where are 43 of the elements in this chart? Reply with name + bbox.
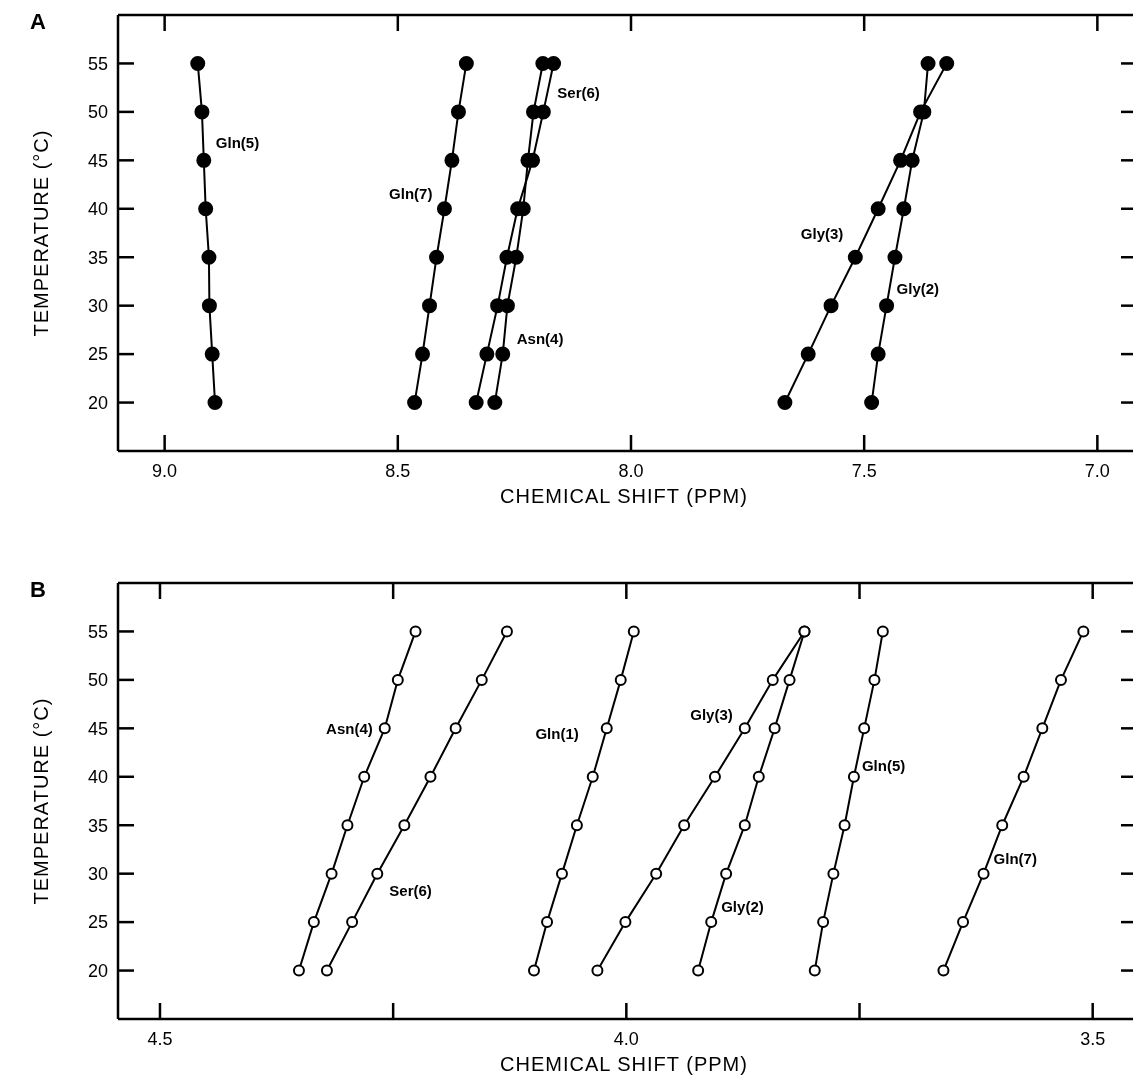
- x-tick-label: 4.5: [147, 1029, 173, 1049]
- y-tick-label: 40: [87, 199, 108, 220]
- y-tick-label: 25: [87, 344, 108, 365]
- series-label: Gly(2): [721, 898, 764, 916]
- x-axis-title: CHEMICAL SHIFT (PPM): [500, 1053, 748, 1075]
- x-tick-label: 3.5: [1080, 1029, 1106, 1049]
- y-tick-label: 30: [87, 295, 108, 316]
- x-tick-label: 7.0: [1084, 461, 1110, 481]
- y-axis-title: TEMPERATURE (°C): [30, 697, 52, 905]
- y-tick-label: 50: [87, 102, 108, 123]
- x-axis-title: CHEMICAL SHIFT (PPM): [500, 485, 748, 507]
- series-label: Gln(5): [861, 756, 906, 774]
- x-tick-label: 9.0: [152, 461, 178, 481]
- y-tick-label: 20: [87, 392, 108, 413]
- series-label: Gly(2): [896, 279, 940, 297]
- series-label: Ser(6): [557, 83, 600, 101]
- series-label: Gln(5): [215, 134, 260, 152]
- series-label: Asn(4): [326, 720, 373, 738]
- y-tick-label: 35: [87, 247, 108, 268]
- series-label: Gln(7): [993, 849, 1037, 867]
- y-tick-label: 20: [87, 960, 108, 981]
- y-tick-label: 55: [87, 53, 108, 74]
- chart-title: A: [30, 9, 46, 34]
- x-tick-label: 8.5: [385, 461, 411, 481]
- y-tick-label: 35: [87, 815, 108, 836]
- y-tick-label: 40: [87, 767, 108, 788]
- series-label: Asn(4): [516, 330, 564, 348]
- series-label: Gly(3): [690, 706, 733, 724]
- y-tick-label: 30: [87, 863, 108, 884]
- y-tick-label: 45: [87, 718, 108, 739]
- x-tick-label: 4.0: [613, 1029, 639, 1049]
- y-tick-label: 50: [87, 670, 108, 691]
- y-tick-label: 45: [87, 150, 108, 171]
- y-axis-title: TEMPERATURE (°C): [30, 129, 52, 337]
- y-tick-label: 55: [87, 621, 108, 642]
- x-tick-label: 7.5: [851, 461, 877, 481]
- x-tick-label: 8.0: [618, 461, 644, 481]
- series-label: Gln(1): [535, 724, 579, 742]
- series-label: Gln(7): [389, 184, 433, 202]
- y-tick-label: 25: [87, 912, 108, 933]
- series-label: Ser(6): [389, 881, 432, 899]
- series-label: Gly(3): [800, 225, 844, 243]
- chart-title: B: [30, 577, 46, 602]
